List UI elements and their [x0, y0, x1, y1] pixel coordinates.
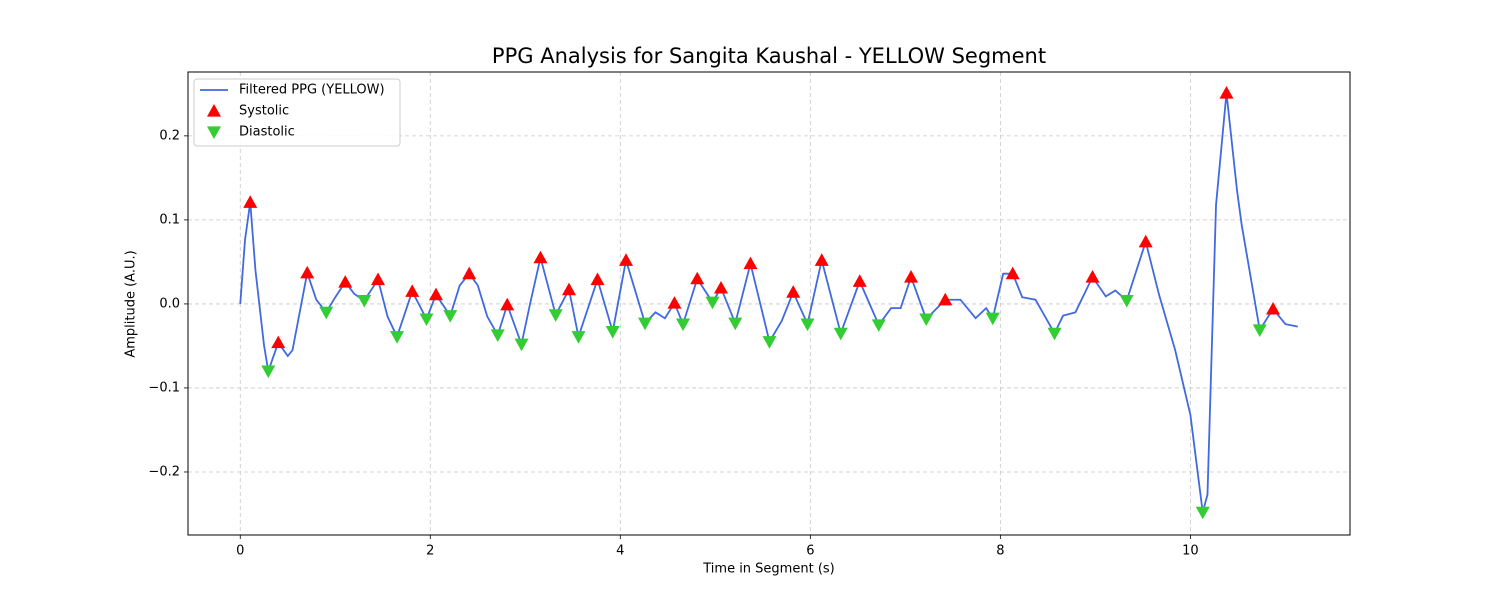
- systolic-marker: [714, 280, 729, 294]
- systolic-marker: [743, 256, 758, 270]
- y-tick-label: 0.1: [159, 212, 180, 227]
- diastolic-marker: [638, 317, 653, 331]
- x-tick-label: 0: [236, 544, 244, 559]
- systolic-marker: [814, 253, 829, 266]
- y-tick-label: 0.0: [159, 296, 180, 311]
- diastolic-marker: [390, 331, 405, 344]
- systolic-marker: [243, 195, 258, 208]
- legend-marker: [207, 126, 221, 139]
- diastolic-marker: [357, 294, 372, 308]
- legend-label: Systolic: [239, 104, 289, 119]
- systolic-marker: [1219, 86, 1234, 99]
- chart-title: PPG Analysis for Sangita Kaushal - YELLO…: [492, 44, 1046, 68]
- diastolic-marker: [800, 318, 815, 332]
- systolic-marker: [338, 275, 353, 288]
- systolic-marker: [500, 297, 515, 311]
- systolic-marker: [786, 285, 801, 298]
- systolic-marker: [271, 335, 286, 349]
- x-tick-label: 4: [616, 544, 624, 559]
- diastolic-marker: [871, 319, 886, 332]
- diastolic-marker: [728, 317, 743, 331]
- systolic-marker: [300, 265, 315, 279]
- systolic-marker: [371, 272, 386, 286]
- diastolic-marker: [985, 312, 1000, 326]
- diastolic-marker: [571, 331, 586, 344]
- y-axis-label: Amplitude (A.U.): [124, 250, 139, 357]
- diastolic-marker: [762, 336, 777, 349]
- systolic-marker: [462, 266, 477, 280]
- diastolic-marker: [1119, 294, 1134, 308]
- systolic-marker: [1266, 301, 1281, 315]
- diastolic-marker: [919, 313, 934, 327]
- systolic-marker: [619, 253, 634, 266]
- systolic-marker: [590, 272, 605, 286]
- diastolic-marker: [833, 327, 848, 341]
- diastolic-marker: [705, 296, 720, 310]
- systolic-marker: [1085, 270, 1100, 283]
- x-tick-label: 6: [806, 544, 814, 559]
- plot-frame: [187, 71, 1351, 536]
- diastolic-marker: [1047, 327, 1062, 341]
- legend-box: [193, 78, 401, 147]
- systolic-marker: [938, 292, 953, 306]
- systolic-marker: [904, 270, 919, 283]
- systolic-marker: [852, 274, 867, 287]
- legend-label: Filtered PPG (YELLOW): [239, 83, 385, 98]
- x-tick-label: 10: [1182, 544, 1199, 559]
- y-tick-label: −0.2: [148, 464, 180, 479]
- legend-label: Diastolic: [239, 125, 295, 140]
- diastolic-marker: [514, 338, 529, 352]
- diastolic-marker: [261, 365, 276, 379]
- y-tick-label: 0.2: [159, 128, 180, 143]
- systolic-marker: [533, 250, 548, 264]
- x-axis-label: Time in Segment (s): [702, 562, 834, 577]
- diastolic-marker: [548, 309, 563, 322]
- diastolic-marker: [419, 313, 434, 327]
- data-line: [239, 92, 1298, 513]
- x-tick-label: 2: [426, 544, 434, 559]
- systolic-marker: [667, 296, 682, 309]
- y-tick-label: −0.1: [148, 380, 180, 395]
- x-tick-label: 8: [996, 544, 1004, 559]
- diastolic-marker: [605, 326, 620, 339]
- systolic-marker: [428, 287, 443, 301]
- systolic-marker: [690, 271, 705, 285]
- systolic-marker: [1005, 266, 1020, 280]
- systolic-marker: [1138, 234, 1153, 248]
- diastolic-marker: [1195, 506, 1210, 520]
- systolic-marker: [561, 282, 576, 296]
- diastolic-marker: [1252, 324, 1267, 337]
- diastolic-marker: [319, 306, 334, 320]
- diastolic-marker: [676, 318, 691, 332]
- diastolic-marker: [490, 329, 505, 343]
- systolic-marker: [405, 284, 420, 297]
- legend-marker: [207, 104, 221, 117]
- diastolic-marker: [443, 310, 458, 323]
